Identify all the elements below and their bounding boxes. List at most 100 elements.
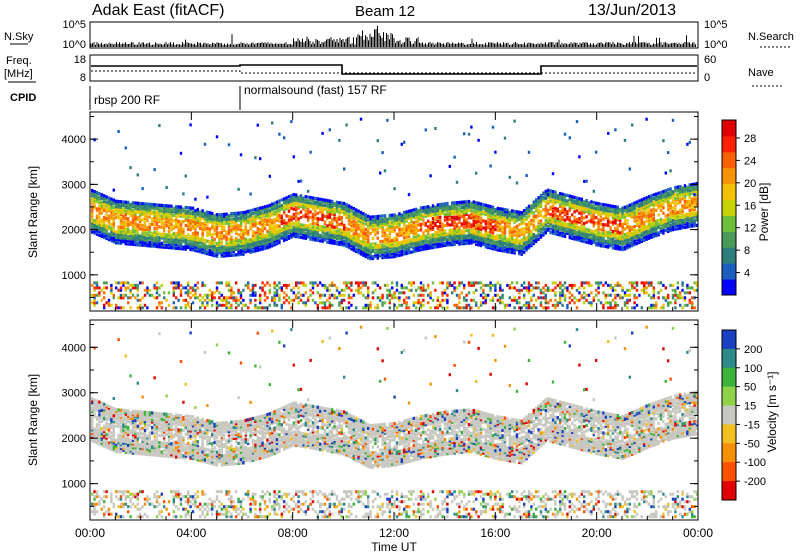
power-cell [523,218,525,221]
power-cell [185,299,187,302]
power-cell [528,205,530,208]
power-cell [165,224,167,227]
power-cell [223,304,225,307]
power-cell [523,251,525,254]
power-cell [372,246,374,249]
power-cell [264,299,266,302]
power-cell [199,227,201,230]
power-cell [156,281,158,284]
power-cell [223,229,225,232]
power-cell [533,286,535,289]
power-cell [221,294,223,297]
power-cell [125,221,127,224]
power-cell [422,206,424,209]
power-cell [165,186,167,189]
power-cell [163,226,165,229]
power-cell [223,235,225,238]
power-cell [470,126,472,129]
power-cell [141,187,143,190]
power-cell [309,210,311,213]
power-cell [509,304,511,307]
power-cell [417,294,419,297]
power-cell [393,237,395,240]
power-cell [96,207,98,210]
power-cell [542,208,544,211]
power-cell [185,291,187,294]
power-cell [393,226,395,229]
power-cell [487,221,489,224]
power-cell [189,226,191,229]
power-cell [487,284,489,287]
power-cell [341,220,343,223]
power-cell [331,281,333,284]
power-cell [108,215,110,218]
power-cell [151,232,153,235]
power-cell [485,204,487,207]
power-cell [338,241,340,244]
power-cell [139,304,141,307]
power-cell [396,306,398,309]
power-cell [523,281,525,284]
power-cell [525,174,527,177]
power-cell [187,233,189,236]
power-cell [134,221,136,224]
power-cell [513,306,515,309]
power-cell [367,215,369,218]
power-cell [441,299,443,302]
power-cell [386,247,388,250]
power-cell [247,281,249,284]
power-cell [456,304,458,307]
power-cell [230,286,232,289]
power-cell [439,203,441,206]
power-cell [480,294,482,297]
power-cell [432,233,434,236]
power-cell [201,301,203,304]
power-cell [125,281,127,284]
power-cell [384,214,386,217]
power-cell [353,229,355,232]
power-cell [348,242,350,245]
power-cell [465,218,467,221]
power-cell [360,286,362,289]
power-cell [307,196,309,199]
power-cell [336,241,338,244]
power-cell [470,299,472,302]
power-cell [566,230,568,233]
power-cell [237,217,239,220]
power-cell [451,284,453,287]
power-cell [494,224,496,227]
power-cell [302,294,304,297]
power-cell [163,220,165,223]
power-cell [98,291,100,294]
power-cell [237,188,239,191]
power-cell [372,215,374,218]
power-cell [521,227,523,230]
power-cell [264,218,266,221]
power-cell [429,234,431,237]
power-cell [403,240,405,243]
power-cell [269,175,271,178]
power-cell [237,244,239,247]
power-cell [309,196,311,199]
power-cell [221,231,223,234]
power-cell [552,224,554,227]
power-cell [225,281,227,284]
power-cell [108,299,110,302]
power-cell [451,291,453,294]
power-cell [278,228,280,231]
power-cell [329,294,331,297]
power-cell [345,281,347,284]
power-cell [177,281,179,284]
power-cell [499,207,501,210]
power-cell [545,201,547,204]
power-cell [117,281,119,284]
power-cell [189,286,191,289]
power-cell [153,210,155,213]
power-cell [473,200,475,203]
power-cell [504,304,506,307]
power-cell [122,208,124,211]
power-cell [228,229,230,232]
power-cell [331,200,333,203]
power-cell [477,223,479,226]
